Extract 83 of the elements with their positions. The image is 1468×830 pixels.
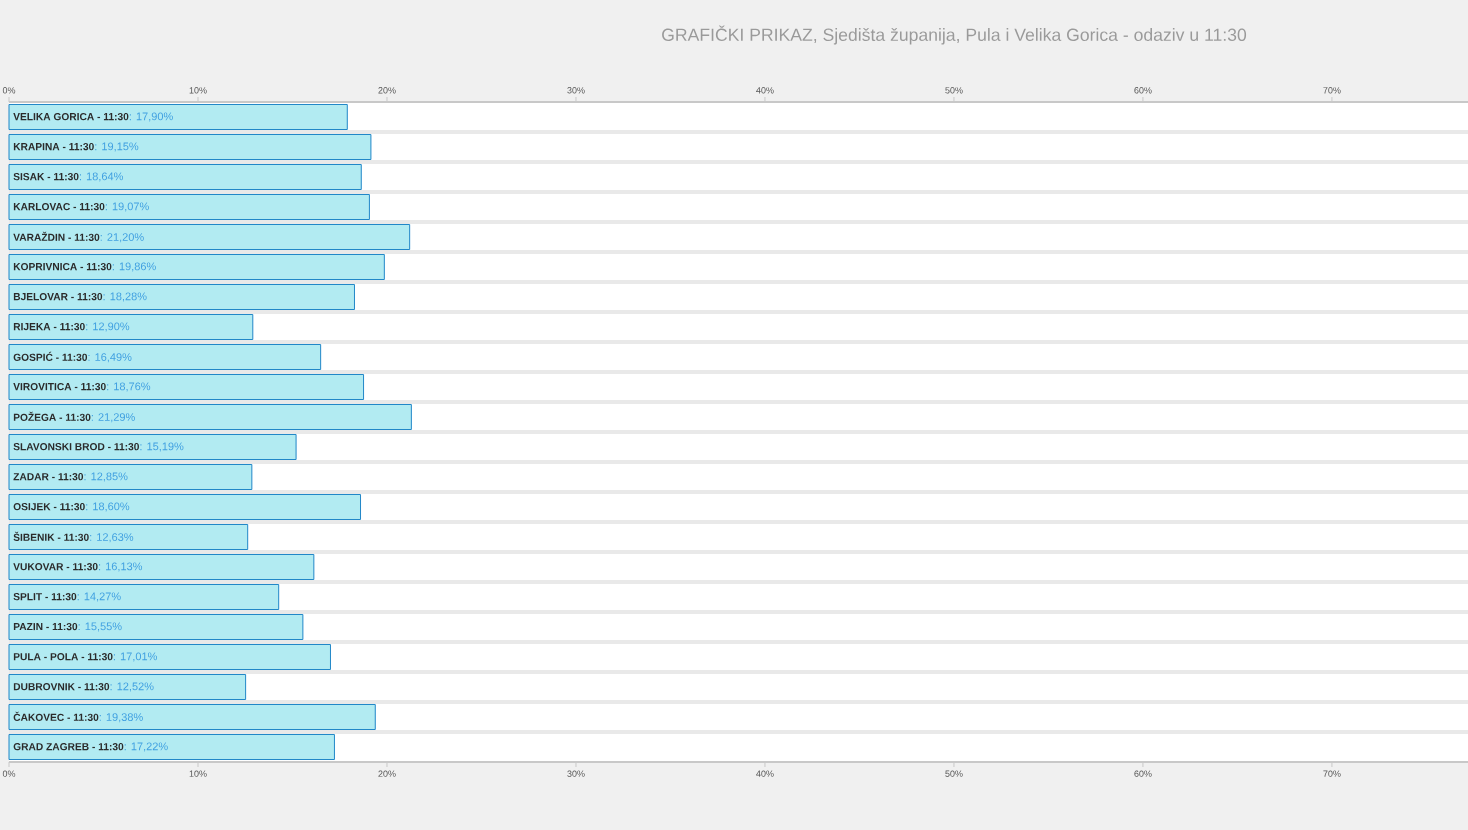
y-tick-label: PULA - POLA - 11:30 bbox=[13, 653, 113, 661]
y-tick-label: VIROVITICA - 11:30 bbox=[13, 383, 106, 391]
bar bbox=[8, 104, 348, 130]
x-tick-label: 40% bbox=[756, 87, 774, 94]
data-label: : 17,01% bbox=[113, 652, 157, 662]
x2-tick-label: 50% bbox=[945, 770, 963, 777]
y-tick-label: VUKOVAR - 11:30 bbox=[13, 563, 98, 571]
y-tick-label: SPLIT - 11:30 bbox=[13, 593, 77, 601]
x2-tick-label: 70% bbox=[1323, 770, 1341, 777]
bar bbox=[8, 554, 315, 580]
bar bbox=[8, 284, 355, 310]
bar bbox=[8, 194, 370, 220]
bar bbox=[8, 644, 331, 671]
y-tick-label: ŠIBENIK - 11:30 bbox=[13, 531, 89, 541]
data-label: : 18,76% bbox=[107, 382, 151, 392]
data-label: : 19,86% bbox=[112, 262, 156, 272]
x2-tick-label: 40% bbox=[756, 770, 774, 777]
y-tick-label: VELIKA GORICA - 11:30 bbox=[13, 113, 129, 121]
data-label: : 12,90% bbox=[86, 322, 130, 332]
x-tick-label: 0% bbox=[2, 87, 16, 94]
y-tick-label: PAZIN - 11:30 bbox=[13, 622, 78, 631]
x-tick-label: 70% bbox=[1323, 87, 1341, 94]
y-tick-label: POŽEGA - 11:30 bbox=[13, 411, 91, 421]
x-tick-label: 10% bbox=[189, 87, 207, 94]
x2-tick-label: 20% bbox=[378, 770, 396, 777]
y-tick-label: ZADAR - 11:30 bbox=[13, 473, 84, 481]
bar bbox=[8, 674, 247, 701]
data-label: : 18,28% bbox=[103, 292, 147, 302]
bar bbox=[8, 584, 280, 610]
data-label: : 18,60% bbox=[86, 502, 130, 512]
bar bbox=[8, 134, 372, 160]
data-label: : 15,19% bbox=[140, 442, 184, 452]
y-tick-label: DUBROVNIK - 11:30 bbox=[13, 683, 110, 691]
y-tick-label: KOPRIVNICA - 11:30 bbox=[13, 263, 112, 271]
y-tick-label: KRAPINA - 11:30 bbox=[13, 143, 94, 151]
y-tick-label: GOSPIĆ - 11:30 bbox=[13, 351, 88, 361]
data-label: : 19,15% bbox=[95, 142, 139, 152]
bar bbox=[8, 314, 254, 340]
data-label: : 12,52% bbox=[110, 682, 154, 692]
bar bbox=[8, 614, 304, 641]
x-tick-label: 60% bbox=[1134, 87, 1152, 94]
bar bbox=[8, 464, 253, 490]
x2-tick-label: 30% bbox=[567, 770, 585, 777]
y-tick-label: GRAD ZAGREB - 11:30 bbox=[13, 743, 124, 751]
data-label: : 18,64% bbox=[79, 172, 123, 182]
bar bbox=[8, 524, 249, 550]
y-tick-label: ČAKOVEC - 11:30 bbox=[13, 711, 99, 721]
data-label: : 15,55% bbox=[78, 622, 122, 632]
data-label: : 21,20% bbox=[100, 233, 144, 243]
x-tick-label: 20% bbox=[378, 87, 396, 94]
bar bbox=[8, 344, 322, 370]
y-tick-label: OSIJEK - 11:30 bbox=[13, 503, 85, 511]
bar bbox=[8, 434, 297, 460]
data-label: : 16,13% bbox=[99, 562, 143, 572]
bar bbox=[8, 224, 411, 250]
x2-tick-label: 10% bbox=[189, 770, 207, 777]
bar bbox=[8, 734, 335, 761]
chart-title: GRAFIČKI PRIKAZ, Sjedišta županija, Pula i Velika Gorica - odaziv u 11:30 bbox=[662, 25, 1247, 45]
x2-tick-label: 0% bbox=[2, 770, 16, 777]
data-label: : 12,85% bbox=[84, 472, 128, 482]
bar bbox=[8, 374, 365, 400]
bar bbox=[8, 494, 362, 520]
bar bbox=[8, 704, 376, 731]
y-tick-label: RIJEKA - 11:30 bbox=[13, 323, 85, 331]
y-tick-label: SISAK - 11:30 bbox=[13, 173, 79, 181]
x-tick-label: 50% bbox=[945, 87, 963, 94]
bar bbox=[8, 164, 362, 190]
y-tick-label: VARAŽDIN - 11:30 bbox=[13, 231, 100, 241]
y-tick-label: BJELOVAR - 11:30 bbox=[13, 293, 103, 301]
x2-tick-label: 60% bbox=[1134, 770, 1152, 777]
y-tick-label: KARLOVAC - 11:30 bbox=[13, 203, 105, 211]
data-label: : 17,90% bbox=[129, 112, 173, 122]
data-label: : 19,38% bbox=[99, 713, 143, 723]
y-tick-label: SLAVONSKI BROD - 11:30 bbox=[13, 443, 139, 451]
x-tick-label: 30% bbox=[567, 87, 585, 94]
data-label: : 21,29% bbox=[91, 413, 135, 423]
data-label: : 17,22% bbox=[124, 742, 168, 752]
data-label: : 16,49% bbox=[88, 353, 132, 363]
data-label: : 12,63% bbox=[90, 533, 134, 543]
data-label: : 19,07% bbox=[105, 202, 149, 212]
bar bbox=[8, 404, 412, 430]
bar bbox=[8, 254, 385, 280]
data-label: : 14,27% bbox=[77, 592, 121, 602]
